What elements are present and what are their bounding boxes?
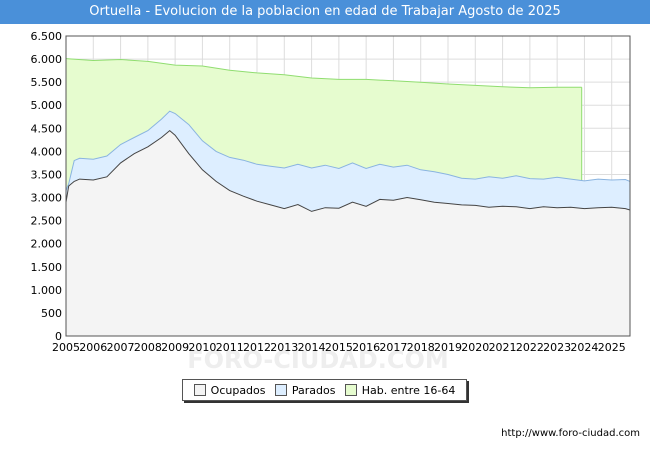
x-tick-label: 2012 xyxy=(243,341,271,354)
legend-item-ocupados: Ocupados xyxy=(193,383,266,397)
source-link[interactable]: http://www.foro-ciudad.com xyxy=(501,428,640,439)
x-tick-label: 2023 xyxy=(543,341,571,354)
y-tick-label: 0 xyxy=(55,330,62,343)
y-tick-label: 4.500 xyxy=(31,122,63,135)
x-tick-label: 2009 xyxy=(161,341,189,354)
area-series xyxy=(65,58,631,336)
line-parados xyxy=(65,110,631,191)
y-tick-label: 4.000 xyxy=(31,145,63,158)
x-tick-label: 2021 xyxy=(489,341,517,354)
x-tick-label: 2005 xyxy=(52,341,80,354)
watermark-text: FORO-CIUDAD.COM xyxy=(187,346,449,374)
line-ocupados xyxy=(65,129,631,212)
plot-frame xyxy=(65,35,631,337)
y-tick-label: 1.000 xyxy=(31,284,63,297)
area-ocupados xyxy=(66,130,630,336)
legend-item-hab: Hab. entre 16-64 xyxy=(344,383,456,397)
chart-svg: FORO-CIUDAD.COM 0 500 1.000 1.500 2.000 2.500… xyxy=(31,30,631,374)
legend-swatch-ocupados xyxy=(193,384,206,396)
chart-title: Ortuella - Evolucion de la poblacion en … xyxy=(0,0,650,24)
x-tick-label: 2013 xyxy=(270,341,298,354)
y-tick-label: 500 xyxy=(41,307,62,320)
y-tick-label: 6.000 xyxy=(31,53,63,66)
x-tick-label: 2007 xyxy=(107,341,135,354)
y-tick-label: 6.500 xyxy=(31,30,63,43)
x-tick-labels: 2005 2006 2007 2008 2009 2010 2011 2012 2013 2014… xyxy=(52,341,626,354)
legend-item-parados: Parados xyxy=(274,383,336,397)
x-tick-label: 2025 xyxy=(598,341,626,354)
x-tick-label: 2024 xyxy=(570,341,598,354)
y-tick-label: 5.500 xyxy=(31,76,63,89)
x-tick-label: 2014 xyxy=(298,341,326,354)
chart-area: FORO-CIUDAD.COM 0 500 1.000 1.500 2.000 2.500… xyxy=(0,24,650,450)
line-hab xyxy=(65,58,582,89)
legend-label-parados: Parados xyxy=(291,383,336,397)
y-tick-label: 5.000 xyxy=(31,99,63,112)
x-tick-label: 2019 xyxy=(434,341,462,354)
y-tick-label: 1.500 xyxy=(31,261,63,274)
legend-label-hab: Hab. entre 16-64 xyxy=(361,383,456,397)
x-tick-label: 2020 xyxy=(461,341,489,354)
legend-label-ocupados: Ocupados xyxy=(210,383,266,397)
legend-swatch-parados xyxy=(274,384,287,396)
x-tick-label: 2008 xyxy=(134,341,162,354)
x-tick-label: 2010 xyxy=(188,341,216,354)
x-tick-label: 2006 xyxy=(79,341,107,354)
x-tick-label: 2022 xyxy=(516,341,544,354)
y-tick-label: 3.500 xyxy=(31,168,63,181)
y-tick-label: 2.000 xyxy=(31,238,63,251)
legend: Ocupados Parados Hab. entre 16-64 xyxy=(182,379,467,401)
y-tick-label: 2.500 xyxy=(31,215,63,228)
x-tick-label: 2015 xyxy=(325,341,353,354)
x-tick-label: 2018 xyxy=(407,341,435,354)
x-tick-label: 2017 xyxy=(379,341,407,354)
legend-swatch-hab xyxy=(344,384,357,396)
y-tick-label: 3.000 xyxy=(31,192,63,205)
x-tick-label: 2016 xyxy=(352,341,380,354)
x-tick-label: 2011 xyxy=(216,341,244,354)
axes xyxy=(65,35,631,337)
y-tick-labels: 0 500 1.000 1.500 2.000 2.500 3.000 3.500 4.000 4… xyxy=(31,30,63,343)
